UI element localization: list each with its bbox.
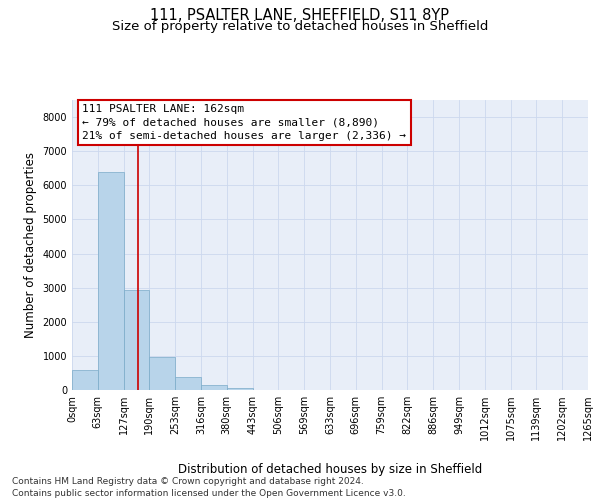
Bar [175,378,201,390]
Text: 111, PSALTER LANE, SHEFFIELD, S11 8YP: 111, PSALTER LANE, SHEFFIELD, S11 8YP [151,8,449,22]
Text: 111 PSALTER LANE: 162sqm
← 79% of detached houses are smaller (8,890)
21% of sem: 111 PSALTER LANE: 162sqm ← 79% of detach… [82,104,406,141]
Bar [98,172,124,390]
Bar [72,370,98,390]
Bar [124,290,149,390]
Bar [201,385,227,390]
Y-axis label: Number of detached properties: Number of detached properties [24,152,37,338]
Text: Size of property relative to detached houses in Sheffield: Size of property relative to detached ho… [112,20,488,33]
Text: Contains HM Land Registry data © Crown copyright and database right 2024.: Contains HM Land Registry data © Crown c… [12,478,364,486]
Bar [149,357,175,390]
Bar [227,388,253,390]
Text: Distribution of detached houses by size in Sheffield: Distribution of detached houses by size … [178,462,482,475]
Text: Contains public sector information licensed under the Open Government Licence v3: Contains public sector information licen… [12,489,406,498]
